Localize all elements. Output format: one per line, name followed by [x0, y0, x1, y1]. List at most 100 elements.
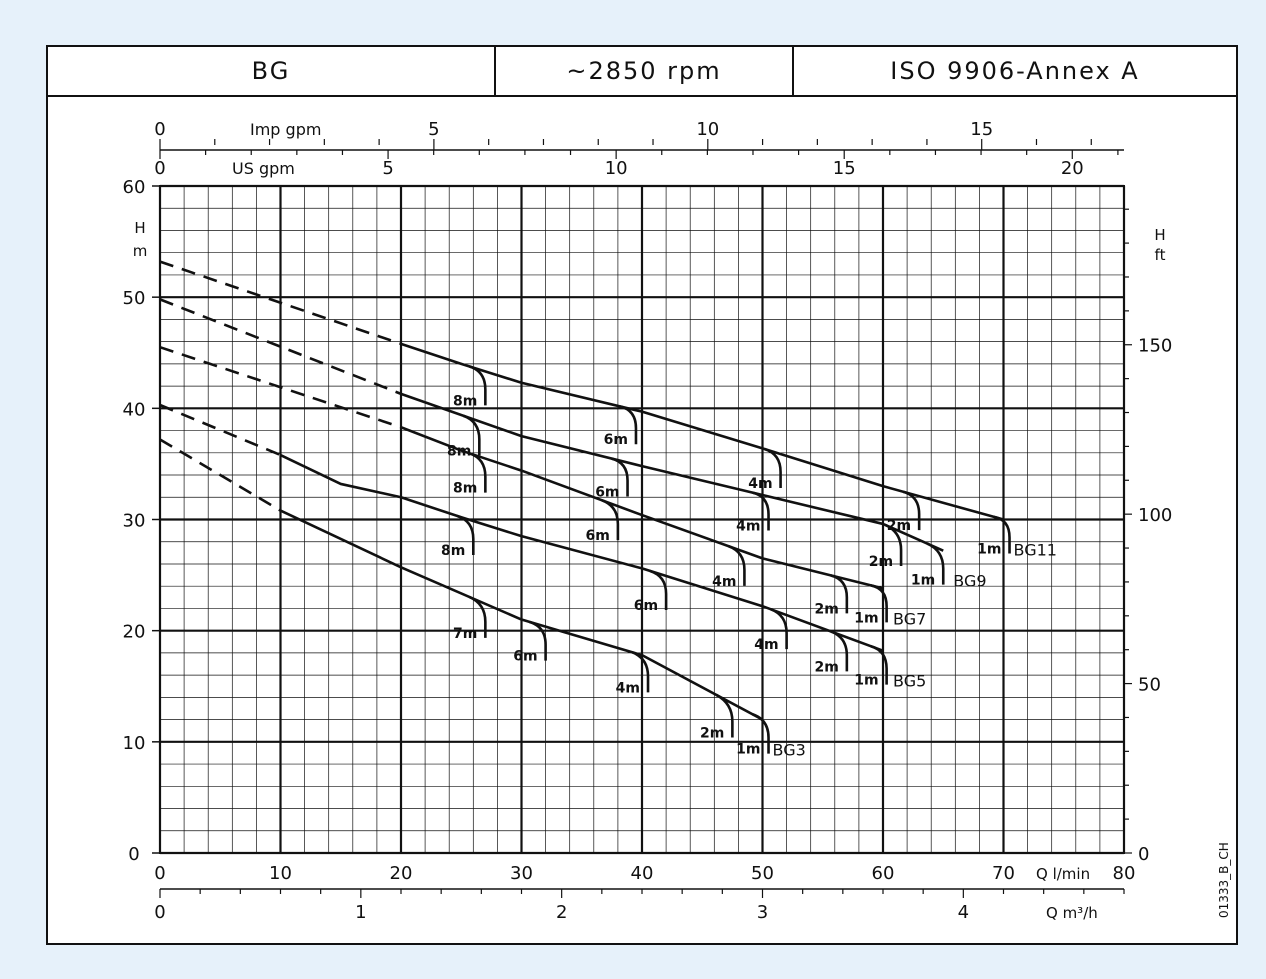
curve-bg5 [279, 453, 884, 652]
header-model: BG [251, 57, 291, 85]
dashed-curve-bg5 [159, 403, 281, 457]
curve-bg3 [279, 509, 764, 721]
x-axis-label: Q l/min [1036, 865, 1090, 883]
y2-tick-label: 0 [1138, 844, 1149, 865]
npsh-hook [649, 569, 668, 610]
npsh-label: 4m [748, 476, 772, 492]
npsh-label: 8m [453, 393, 477, 409]
y-tick-label: 40 [123, 399, 146, 420]
chart-header: BG ~2850 rpm ISO 9906-Annex A [48, 47, 1236, 97]
series-label-bg9: BG9 [953, 572, 986, 591]
npsh-hook [752, 491, 770, 531]
npsh-hook [468, 365, 487, 406]
npsh-label: 1m [854, 610, 878, 626]
dashed-curve-bg7 [159, 345, 402, 429]
npsh-label: 8m [453, 481, 477, 497]
npsh-hook [870, 644, 888, 685]
y2-tick-label: 50 [1138, 675, 1161, 696]
curve-bg11 [400, 342, 1004, 521]
series-label-bg11: BG11 [1014, 541, 1057, 560]
y2-tick-label: 100 [1138, 505, 1172, 526]
curve-bg7 [400, 426, 884, 590]
npsh-hook [770, 607, 788, 650]
dashed-curve-bg11 [159, 260, 402, 346]
x3-tick-label: 5 [382, 158, 393, 179]
npsh-label: 4m [616, 680, 640, 696]
x-tick-label: 80 [1113, 863, 1136, 884]
npsh-hook [715, 693, 734, 738]
y-tick-label: 0 [128, 844, 139, 865]
y-tick-label: 30 [123, 511, 146, 532]
npsh-label: 1m [854, 673, 878, 689]
npsh-hook [468, 452, 487, 493]
npsh-hook [462, 414, 481, 456]
x3-axis-label: US gpm [232, 159, 295, 178]
x-tick-label: 70 [992, 863, 1015, 884]
y-tick-label: 50 [123, 288, 146, 309]
dashed-curve-bg3 [159, 438, 282, 512]
x-tick-label: 40 [631, 863, 654, 884]
npsh-label: 4m [712, 574, 736, 590]
x4-tick-label: 10 [696, 119, 719, 140]
grid [158, 184, 1126, 855]
npsh-hook [830, 574, 849, 614]
drawing-number: 01333_B_CH [1217, 842, 1231, 918]
y2-axis-label: H [1154, 226, 1165, 244]
npsh-hook [926, 542, 945, 585]
y-tick-label: 10 [123, 733, 146, 754]
x-tick-label: 50 [751, 863, 774, 884]
y2-tick-label: 150 [1138, 336, 1172, 357]
npsh-hook [764, 447, 782, 489]
x2-tick-label: 1 [355, 902, 366, 923]
npsh-hook [601, 499, 620, 541]
npsh-label: 2m [815, 659, 839, 675]
npsh-hook [611, 457, 629, 497]
npsh-label: 6m [513, 649, 537, 665]
npsh-label: 6m [595, 485, 619, 501]
x3-tick-label: 0 [154, 158, 165, 179]
npsh-hook [902, 490, 921, 531]
header-speed: ~2850 rpm [494, 47, 792, 95]
npsh-label: 8m [441, 543, 465, 559]
y-axis-label: H [134, 219, 145, 237]
header-standard: ISO 9906-Annex A [792, 47, 1236, 95]
y-tick-label: 20 [123, 622, 146, 643]
npsh-label: 2m [815, 601, 839, 617]
npsh-hook [631, 650, 650, 693]
x4-tick-label: 15 [970, 119, 993, 140]
npsh-label: 7m [453, 626, 477, 642]
series-label-bg3: BG3 [773, 741, 806, 760]
y2-axis-unit: ft [1155, 246, 1166, 264]
series-label-bg7: BG7 [893, 609, 926, 628]
x-tick-label: 30 [510, 863, 533, 884]
x2-tick-label: 2 [556, 902, 567, 923]
curves: 8m 6m 4m 2m 1m BG11 8m 6m 4m 2m 1m BG9 8m 6m 4m 2m 1m BG7… [159, 260, 1057, 760]
npsh-label: 1m [977, 542, 1001, 558]
x2-axis-label: Q m³/h [1046, 904, 1098, 922]
npsh-label: 2m [700, 725, 724, 741]
npsh-label: 2m [869, 554, 893, 570]
npsh-hook [727, 544, 746, 586]
npsh-label: 6m [604, 432, 628, 448]
x4-tick-label: 0 [154, 119, 165, 140]
npsh-label: 6m [634, 598, 658, 614]
y-tick-label: 60 [123, 177, 146, 198]
x3-tick-label: 20 [1061, 158, 1084, 179]
npsh-label: 4m [736, 518, 760, 534]
x-tick-label: 60 [872, 863, 895, 884]
x3-tick-label: 15 [833, 158, 856, 179]
npsh-label: 1m [736, 742, 760, 758]
npsh-label: 1m [911, 573, 935, 589]
x4-tick-label: 5 [428, 119, 439, 140]
npsh-hook [529, 620, 547, 661]
npsh-label: 6m [586, 528, 610, 544]
npsh-hook [468, 595, 487, 638]
x4-axis-label: Imp gpm [250, 120, 321, 139]
series-label-bg5: BG5 [893, 672, 926, 691]
x2-tick-label: 0 [154, 902, 165, 923]
x-tick-label: 10 [269, 863, 292, 884]
npsh-hook [456, 514, 475, 556]
npsh-hook [884, 523, 903, 566]
npsh-hook [993, 515, 1011, 554]
